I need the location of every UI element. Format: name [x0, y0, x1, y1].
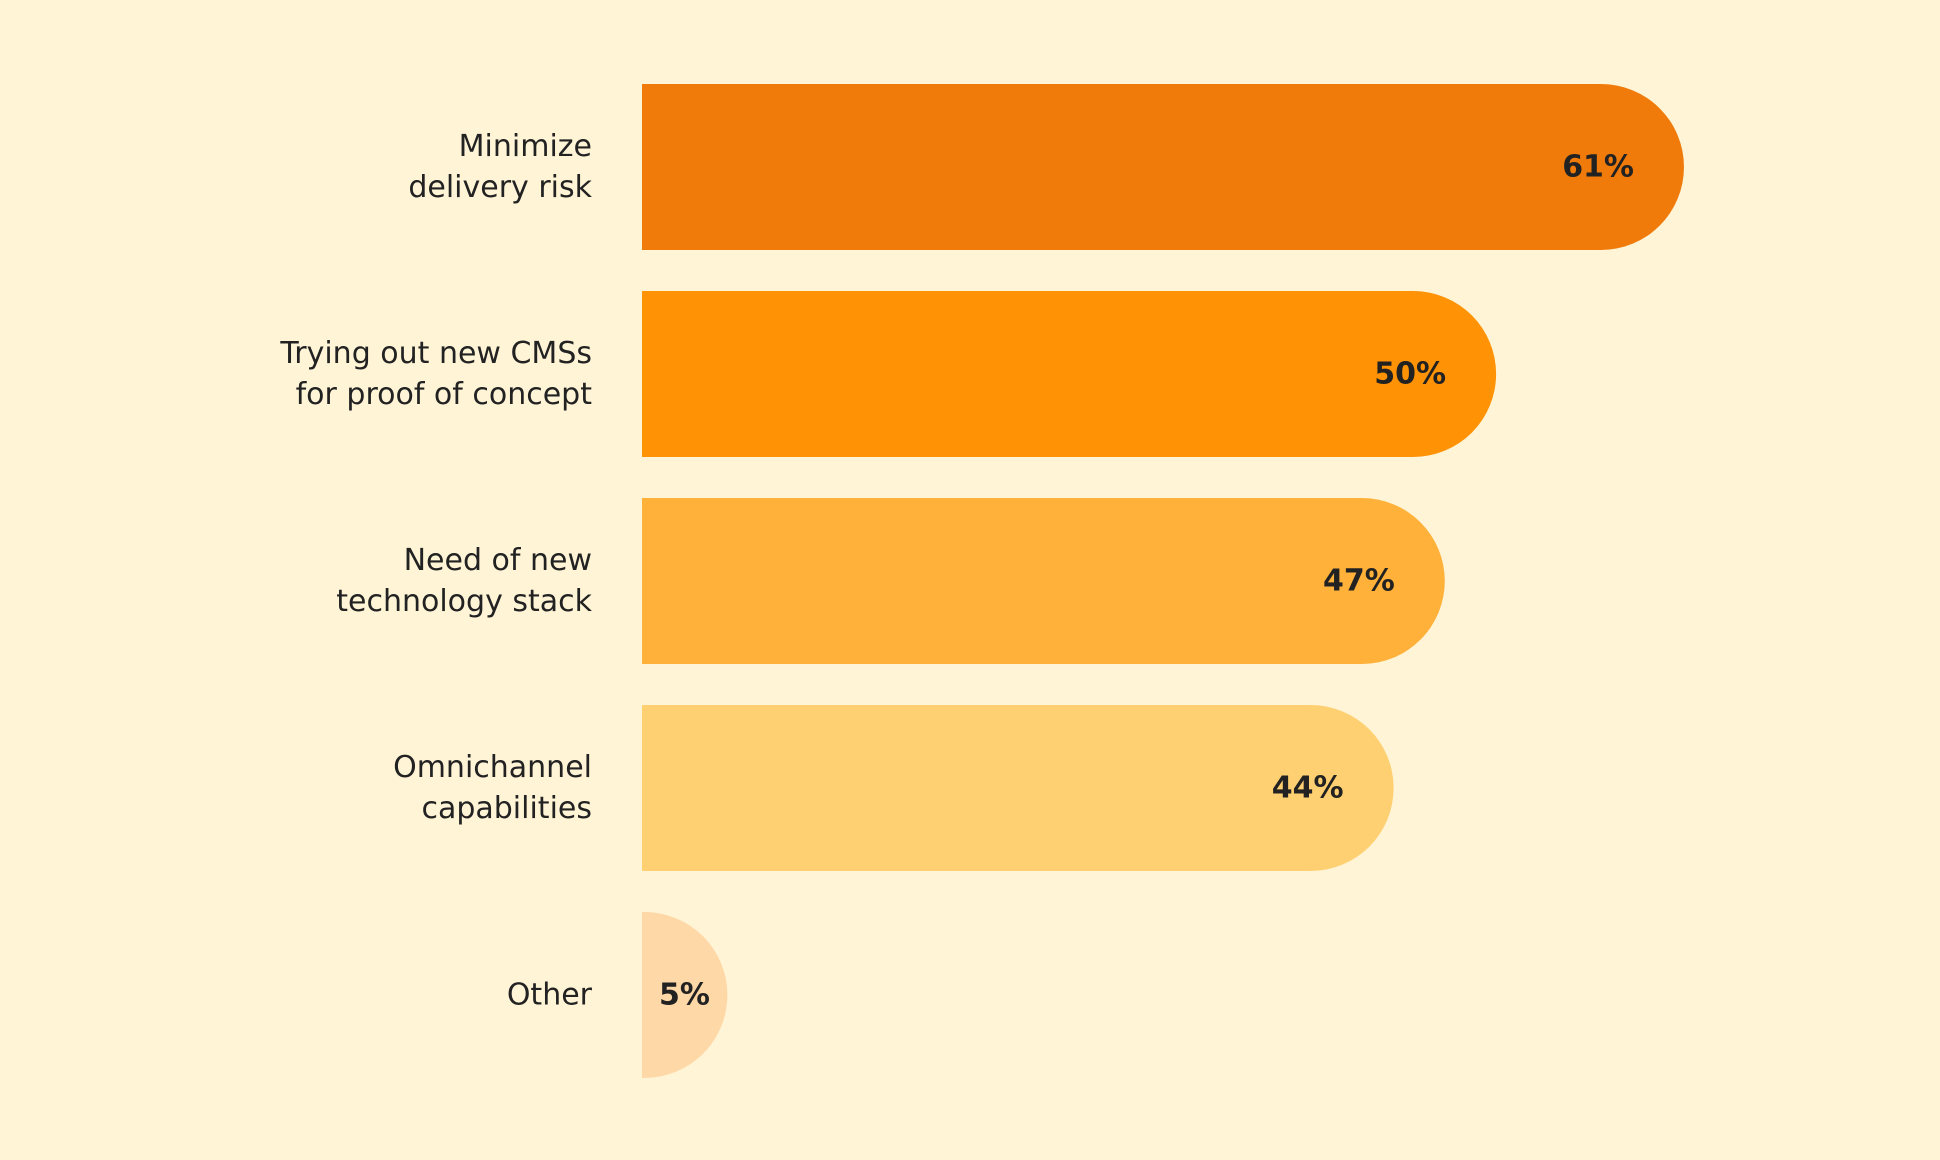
bar-3 — [642, 705, 1394, 871]
value-label-4: 5% — [659, 978, 710, 1013]
category-label-line: Other — [507, 978, 593, 1013]
value-label-1: 50% — [1374, 357, 1446, 392]
category-label-line: delivery risk — [408, 170, 592, 205]
category-label-3: Omnichannel capabilities — [393, 750, 592, 826]
category-label-line: Trying out new CMSs — [279, 336, 592, 371]
bar-0 — [642, 84, 1684, 250]
bar-1 — [642, 291, 1497, 457]
bar-2 — [642, 498, 1445, 664]
category-label-line: technology stack — [336, 584, 592, 619]
value-label-3: 44% — [1272, 771, 1344, 806]
category-label-0: Minimize delivery risk — [408, 129, 592, 205]
category-label-line: for proof of concept — [296, 377, 593, 412]
category-label-line: Minimize — [459, 129, 592, 164]
category-label-4: Other — [507, 978, 593, 1013]
category-label-line: capabilities — [421, 791, 592, 826]
bar-4 — [642, 911, 728, 1078]
category-label-line: Omnichannel — [393, 750, 592, 785]
value-label-0: 61% — [1562, 150, 1634, 185]
category-label-2: Need of new technology stack — [336, 543, 592, 619]
category-label-line: Need of new — [404, 543, 592, 578]
value-label-2: 47% — [1323, 564, 1395, 599]
category-label-1: Trying out new CMSs for proof of concept — [279, 336, 592, 412]
